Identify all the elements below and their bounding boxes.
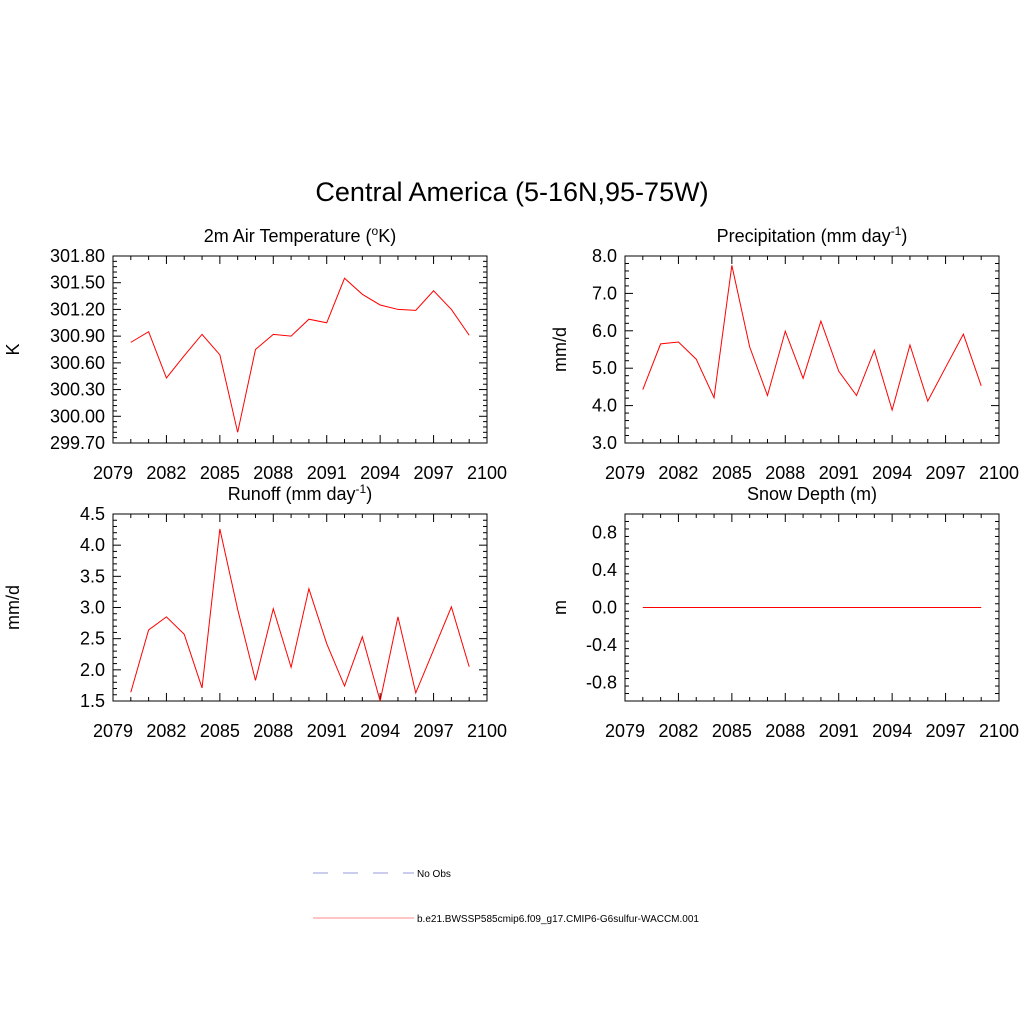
panel-title: 2m Air Temperature (oK) (204, 224, 396, 246)
y-tick-label: 300.30 (50, 380, 105, 400)
x-tick-label: 2079 (605, 721, 645, 741)
y-tick-label: 299.70 (50, 433, 105, 453)
panel-title-end: K) (378, 226, 396, 246)
y-tick-label: 0.8 (592, 523, 617, 543)
x-tick-label: 2100 (467, 463, 507, 483)
x-tick-label: 2097 (926, 721, 966, 741)
chart-panel-2: Precipitation (mm day-1) mm/d 2079 2082 2085… (550, 224, 1019, 483)
legend: No Obs b.e21.BWSSP585cmip6.f09_g17.CMIP6-… (313, 869, 699, 925)
y-tick-label: 5.0 (592, 358, 617, 378)
y-tick-label: 301.50 (50, 273, 105, 293)
x-tick-label: 2100 (467, 721, 507, 741)
legend-label: No Obs (417, 869, 451, 880)
series-line (130, 277, 470, 433)
panel-title-main: Runoff (mm day (228, 484, 356, 504)
x-tick-label: 2088 (765, 463, 805, 483)
y-tick-label: 301.80 (50, 246, 105, 266)
x-tick-label: 2094 (872, 463, 912, 483)
panel-title-superscript: -1 (356, 482, 367, 496)
y-tick-label: 8.0 (592, 246, 617, 266)
y-tick-label: 300.00 (50, 406, 105, 426)
x-tick-label: 2091 (819, 463, 859, 483)
chart-panel-1: 2m Air Temperature (oK) K 2079 2082 2085 2088… (3, 224, 507, 483)
x-tick-label: 2079 (93, 721, 133, 741)
y-tick-label: 3.0 (80, 598, 105, 618)
x-tick-label: 2091 (819, 721, 859, 741)
y-tick-label: 300.90 (50, 326, 105, 346)
x-tick-label: 2082 (658, 463, 698, 483)
panel-title-end: ) (366, 484, 372, 504)
chart-panel-4: Snow Depth (m) m 2079 2082 2085 2088 2091 2094 2… (550, 484, 1019, 741)
y-tick-label: 4.0 (592, 396, 617, 416)
x-tick-label: 2091 (307, 463, 347, 483)
x-tick-label: 2097 (414, 463, 454, 483)
x-tick-label: 2082 (658, 721, 698, 741)
y-tick-label: 4.0 (80, 535, 105, 555)
x-tick-label: 2088 (253, 721, 293, 741)
panel-title: Runoff (mm day-1) (228, 482, 372, 504)
x-tick-label: 2088 (253, 463, 293, 483)
y-tick-label: 301.20 (50, 299, 105, 319)
panel-title-main: 2m Air Temperature ( (204, 226, 372, 246)
x-tick-label: 2085 (712, 463, 752, 483)
panels: 2m Air Temperature (oK) K 2079 2082 2085 2088… (3, 224, 1019, 741)
y-tick-label: 0.0 (592, 598, 617, 618)
y-tick-label: 3.0 (592, 433, 617, 453)
y-tick-label: 0.4 (592, 560, 617, 580)
x-tick-label: 2094 (360, 463, 400, 483)
x-tick-label: 2094 (360, 721, 400, 741)
plot-frame (624, 255, 1000, 444)
legend-label: b.e21.BWSSP585cmip6.f09_g17.CMIP6-G6sulf… (417, 914, 699, 925)
chart-panel-3: Runoff (mm day-1) mm/d 2079 2082 2085 2088 209… (3, 482, 507, 741)
x-tick-label: 2091 (307, 721, 347, 741)
y-tick-label: 1.5 (80, 691, 105, 711)
plot-frame (624, 513, 1000, 702)
plot-frame (112, 255, 488, 444)
y-tick-label: 7.0 (592, 283, 617, 303)
panel-title-main: Snow Depth (m) (747, 484, 877, 504)
series-line (130, 528, 470, 702)
panel-title-superscript: o (372, 224, 379, 238)
plot-frame (112, 513, 488, 702)
x-tick-label: 2100 (979, 721, 1019, 741)
x-tick-label: 2079 (605, 463, 645, 483)
x-tick-label: 2082 (146, 463, 186, 483)
y-tick-label: 6.0 (592, 321, 617, 341)
x-tick-label: 2088 (765, 721, 805, 741)
y-tick-label: 2.0 (80, 660, 105, 680)
y-axis-label: m (550, 600, 570, 615)
x-tick-label: 2085 (200, 463, 240, 483)
x-tick-label: 2097 (414, 721, 454, 741)
x-tick-label: 2079 (93, 463, 133, 483)
y-tick-label: 2.5 (80, 629, 105, 649)
series-line (642, 265, 982, 412)
y-tick-label: -0.8 (586, 672, 617, 692)
x-tick-label: 2097 (926, 463, 966, 483)
y-axis-label: mm/d (3, 585, 23, 630)
figure-title: Central America (5-16N,95-75W) (315, 177, 708, 207)
y-tick-label: 300.60 (50, 353, 105, 373)
x-tick-label: 2085 (200, 721, 240, 741)
x-tick-label: 2100 (979, 463, 1019, 483)
y-axis-label: mm/d (550, 327, 570, 372)
panel-title-main: Precipitation (mm day (717, 226, 891, 246)
x-tick-label: 2085 (712, 721, 752, 741)
panel-title-superscript: -1 (891, 224, 902, 238)
panel-title: Precipitation (mm day-1) (717, 224, 908, 246)
panel-title: Snow Depth (m) (747, 484, 877, 504)
x-tick-label: 2094 (872, 721, 912, 741)
y-tick-label: 4.5 (80, 504, 105, 524)
panel-title-end: ) (901, 226, 907, 246)
y-axis-label: K (3, 343, 23, 355)
x-tick-label: 2082 (146, 721, 186, 741)
y-tick-label: 3.5 (80, 566, 105, 586)
y-tick-label: -0.4 (586, 635, 617, 655)
